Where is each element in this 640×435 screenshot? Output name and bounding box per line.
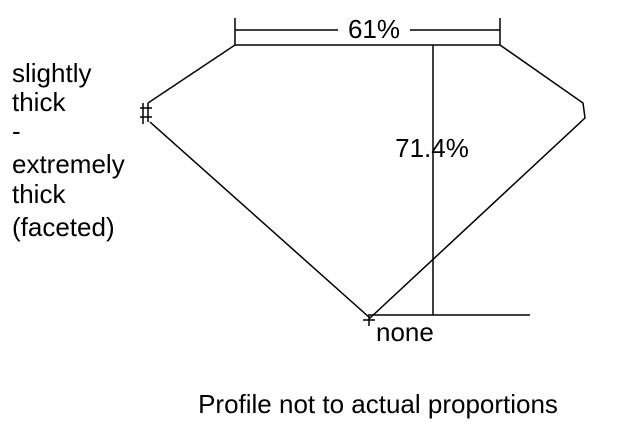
depth-measure [363,45,530,326]
crown-left [147,44,236,104]
depth-label: 71.4% [395,133,469,163]
gem-outline [140,44,586,320]
girdle-label: slightly [12,58,91,88]
culet-label: none [376,317,434,347]
table-measure [234,18,501,45]
caption: Profile not to actual proportions [198,389,558,419]
table-label: 61% [348,14,400,44]
girdle-label: extremely [12,149,125,179]
girdle-label: thick [12,179,66,209]
girdle-label: (faceted) [12,212,115,242]
gem-profile [149,44,586,320]
girdle-label: thick [12,87,66,117]
girdle-label: - [12,116,21,146]
